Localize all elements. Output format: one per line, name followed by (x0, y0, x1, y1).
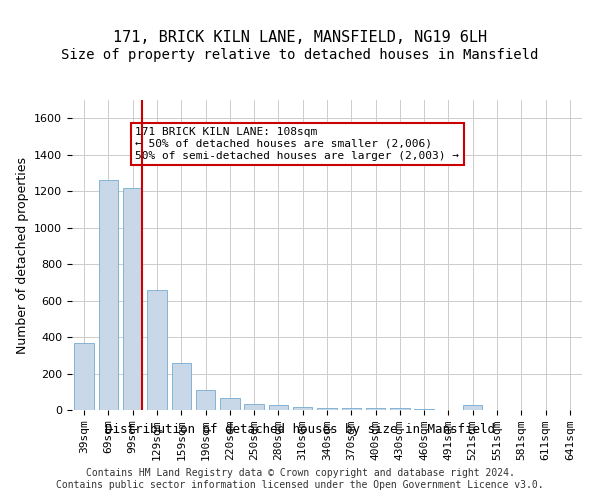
Text: Size of property relative to detached houses in Mansfield: Size of property relative to detached ho… (61, 48, 539, 62)
Bar (74, 342, 94, 410)
Bar (390, 408, 410, 410)
Bar (317, 408, 337, 410)
Text: 171 BRICK KILN LANE: 108sqm
← 50% of detached houses are smaller (2,006)
50% of : 171 BRICK KILN LANE: 108sqm ← 50% of det… (135, 128, 459, 160)
Bar (366, 408, 385, 410)
Text: Contains HM Land Registry data © Crown copyright and database right 2024.
Contai: Contains HM Land Registry data © Crown c… (56, 468, 544, 490)
Bar (269, 406, 288, 410)
Text: Distribution of detached houses by size in Mansfield: Distribution of detached houses by size … (105, 422, 495, 436)
Bar (196, 390, 215, 410)
Bar (172, 362, 191, 410)
Bar (147, 290, 167, 410)
Bar (293, 408, 313, 410)
Bar (341, 408, 361, 410)
Bar (463, 404, 482, 410)
Bar (415, 409, 434, 410)
Text: 171, BRICK KILN LANE, MANSFIELD, NG19 6LH: 171, BRICK KILN LANE, MANSFIELD, NG19 6L… (113, 30, 487, 45)
Y-axis label: Number of detached properties: Number of detached properties (16, 156, 29, 354)
Bar (123, 188, 142, 410)
Bar (99, 180, 118, 410)
Bar (244, 404, 264, 410)
Bar (220, 398, 239, 410)
